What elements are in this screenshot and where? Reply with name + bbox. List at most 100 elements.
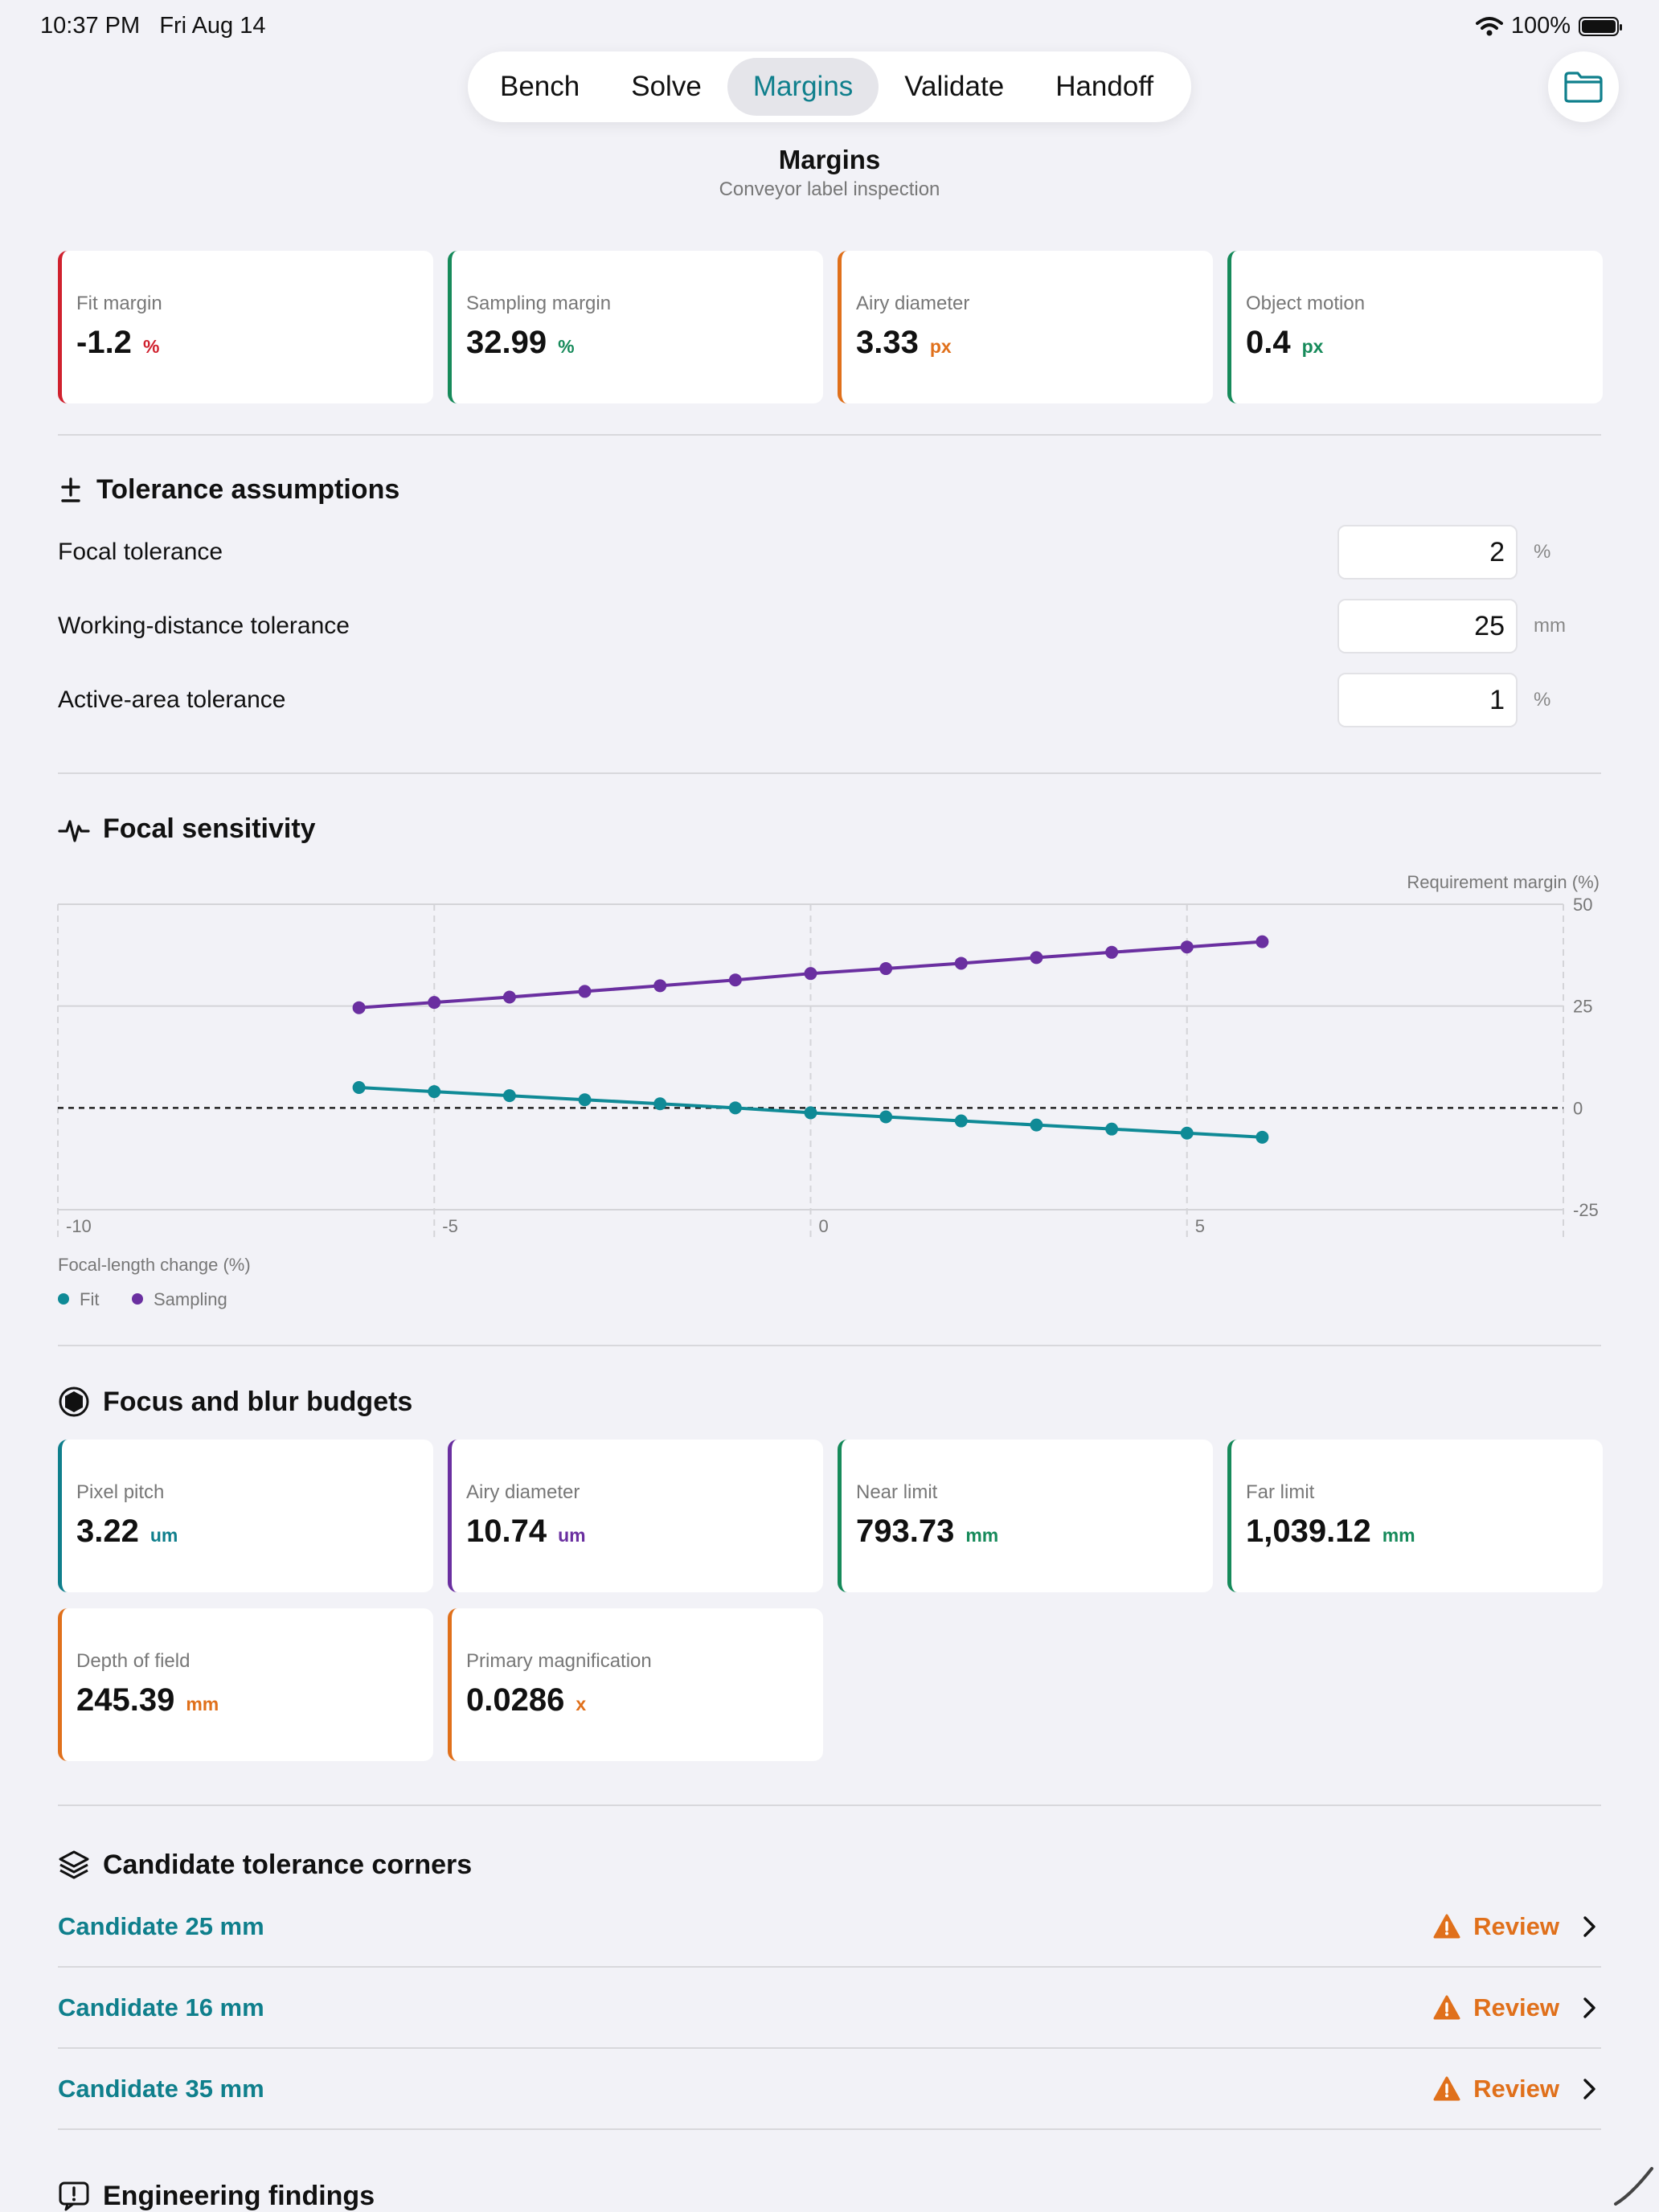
data-point-sampling xyxy=(578,985,592,998)
sensitivity-title: Focal sensitivity xyxy=(103,813,316,844)
metric-unit: % xyxy=(558,336,575,357)
tab-handoff[interactable]: Handoff xyxy=(1055,71,1154,102)
pencil-icon[interactable] xyxy=(1608,2162,1656,2210)
status-label: Review xyxy=(1473,1911,1559,1940)
tab-bench[interactable]: Bench xyxy=(500,71,580,102)
metric-unit: x xyxy=(576,1694,587,1714)
tolerance-unit: % xyxy=(1534,689,1551,711)
metric-label: Airy diameter xyxy=(466,1481,580,1503)
metric-value: 3.33 xyxy=(856,325,919,360)
metric-value-row: 793.73 mm xyxy=(856,1514,1213,1550)
metric-value-row: 32.99% xyxy=(466,325,823,361)
metric-label: Fit margin xyxy=(76,293,162,314)
legend-swatch-fit xyxy=(58,1293,69,1305)
legend-label-fit: Fit xyxy=(80,1289,99,1309)
data-point-fit xyxy=(578,1093,592,1107)
candidate-status: Review xyxy=(1433,1912,1601,1941)
x-tick-label: -5 xyxy=(442,1216,458,1236)
tolerance-title: Tolerance assumptions xyxy=(96,474,400,505)
data-point-sampling xyxy=(1256,935,1269,948)
data-point-sampling xyxy=(1105,945,1119,959)
candidate-status: Review xyxy=(1433,1993,1601,2022)
metric-card-fit-margin: Fit margin -1.2% xyxy=(58,251,433,403)
candidate-list: Candidate 25 mm Review Candidate 16 mm Revi… xyxy=(58,1886,1601,2130)
metric-value: 0.4 xyxy=(1246,325,1291,360)
focal-tolerance-input[interactable] xyxy=(1337,525,1518,580)
status-label: Review xyxy=(1473,2074,1559,2103)
waveform-icon xyxy=(58,819,90,842)
tab-solve[interactable]: Solve xyxy=(631,71,702,102)
chevron-right-icon[interactable] xyxy=(1577,1915,1601,1939)
candidate-row[interactable]: Candidate 35 mm Review xyxy=(58,2049,1601,2130)
findings-section: Engineering findings xyxy=(58,2180,1601,2212)
metric-card-airy-diameter: Airy diameter 10.74 um xyxy=(448,1440,823,1592)
data-point-fit xyxy=(954,1114,968,1128)
data-point-fit xyxy=(879,1110,893,1124)
data-point-fit xyxy=(1105,1122,1119,1136)
clock-time: 10:37 PM xyxy=(40,13,141,39)
metric-card-primary-magnification: Primary magnification 0.0286 x xyxy=(448,1608,823,1761)
warning-icon xyxy=(1433,1914,1460,1938)
chevron-right-icon[interactable] xyxy=(1577,2077,1601,2101)
findings-title: Engineering findings xyxy=(103,2180,375,2211)
metric-unit: px xyxy=(929,336,952,357)
findings-heading: Engineering findings xyxy=(58,2180,1601,2212)
metric-value: 245.39 xyxy=(76,1682,175,1718)
candidate-row[interactable]: Candidate 16 mm Review xyxy=(58,1968,1601,2049)
metric-value: 1,039.12 xyxy=(1246,1514,1371,1549)
page-title: Margins xyxy=(778,145,881,174)
data-point-sampling xyxy=(502,990,516,1004)
metric-label: Primary magnification xyxy=(466,1650,652,1672)
data-point-sampling xyxy=(954,956,968,970)
data-point-sampling xyxy=(804,967,817,981)
divider xyxy=(58,434,1601,436)
active-area-tolerance-input[interactable] xyxy=(1337,673,1518,727)
chevron-right-icon[interactable] xyxy=(1577,1996,1601,2020)
tab-validate[interactable]: Validate xyxy=(904,71,1005,102)
battery-icon xyxy=(1579,16,1622,36)
metric-value-row: 1,039.12 mm xyxy=(1246,1514,1603,1550)
aperture-icon xyxy=(59,1387,89,1417)
sensitivity-section: Focal sensitivity xyxy=(58,813,1601,845)
data-point-fit xyxy=(804,1106,817,1120)
metric-value-row: 245.39 mm xyxy=(76,1682,433,1718)
warning-icon xyxy=(1433,1995,1460,2019)
status-time: 10:37 PM Fri Aug 14 xyxy=(40,13,266,39)
status-indicators: 100% xyxy=(1475,13,1622,39)
metric-card-depth-of-field: Depth of field 245.39 mm xyxy=(58,1608,433,1761)
tab-margins[interactable]: Margins xyxy=(727,58,879,116)
y-tick-label: 0 xyxy=(1573,1098,1583,1118)
metric-unit: um xyxy=(558,1525,586,1546)
candidate-name[interactable]: Candidate 35 mm xyxy=(58,2074,264,2103)
tolerance-row-working-distance-tolerance: Working-distance tolerance mm xyxy=(58,589,1601,663)
metric-value: 0.0286 xyxy=(466,1682,565,1718)
x-tick-label: -10 xyxy=(66,1216,92,1236)
data-point-fit xyxy=(1256,1130,1269,1144)
data-point-sampling xyxy=(653,979,667,993)
y-axis-label: Requirement margin (%) xyxy=(1407,872,1600,892)
working-distance-tolerance-input[interactable] xyxy=(1337,599,1518,653)
folder-button[interactable] xyxy=(1548,51,1619,122)
legend-label-sampling: Sampling xyxy=(154,1289,227,1309)
metric-value: 10.74 xyxy=(466,1514,547,1549)
data-point-sampling xyxy=(728,973,742,987)
y-tick-label: 25 xyxy=(1573,997,1592,1017)
summary-metrics: Fit margin -1.2% Sampling margin 32.99% Airy… xyxy=(58,251,1603,403)
metric-value: 32.99 xyxy=(466,325,547,360)
candidate-row[interactable]: Candidate 25 mm Review xyxy=(58,1886,1601,1968)
x-tick-label: 0 xyxy=(819,1216,829,1236)
budgets-section: Focus and blur budgets xyxy=(58,1386,1601,1418)
tolerance-row-active-area-tolerance: Active-area tolerance% xyxy=(58,663,1601,737)
candidate-name[interactable]: Candidate 25 mm xyxy=(58,1911,264,1940)
data-point-sampling xyxy=(428,996,441,1010)
legend-swatch-sampling xyxy=(132,1293,143,1305)
tolerance-label: Active-area tolerance xyxy=(58,686,286,713)
metric-unit: px xyxy=(1301,336,1324,357)
tolerance-row-focal-tolerance: Focal tolerance% xyxy=(58,515,1601,589)
metric-card-sampling-margin: Sampling margin 32.99% xyxy=(448,251,823,403)
battery-percent: 100% xyxy=(1510,13,1571,39)
sensitivity-heading: Focal sensitivity xyxy=(58,813,1601,845)
candidate-name[interactable]: Candidate 16 mm xyxy=(58,1993,264,2022)
metric-unit: % xyxy=(142,336,160,357)
metric-card-near-limit: Near limit 793.73 mm xyxy=(838,1440,1213,1592)
